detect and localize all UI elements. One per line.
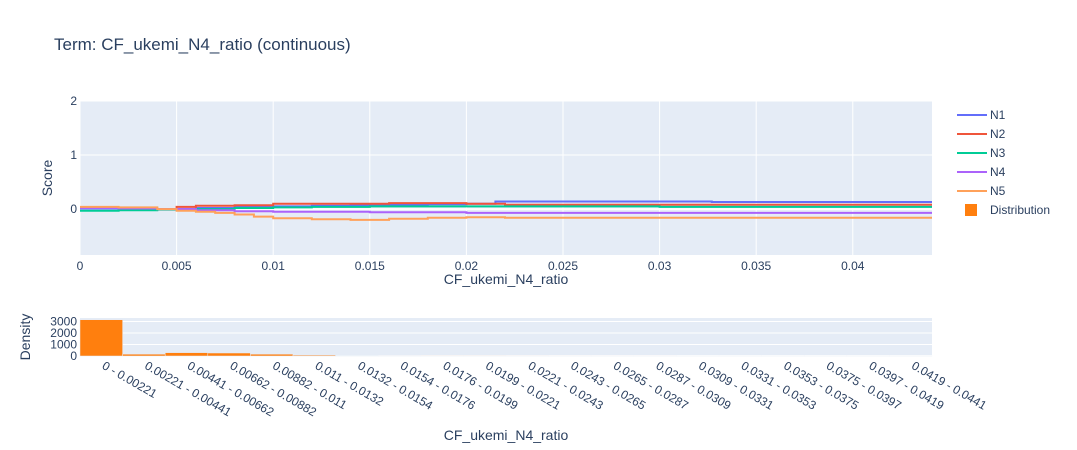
score-grid bbox=[79, 100, 932, 255]
legend-item-n4[interactable]: N4 bbox=[957, 165, 1006, 179]
density-x-axis-title: CF_ukemi_N4_ratio bbox=[444, 427, 569, 443]
density-bar bbox=[164, 352, 209, 357]
legend-label: N5 bbox=[990, 184, 1006, 198]
density-y-axis-title: Density bbox=[17, 314, 33, 361]
series-line-n3 bbox=[80, 205, 932, 212]
score-x-tick-label: 0.04 bbox=[841, 259, 865, 273]
score-plot-area bbox=[80, 101, 932, 255]
score-x-tick-labels: 0 0.005 0.01 0.015 0.02 0.025 0.03 0.035 0.04 bbox=[77, 259, 865, 273]
score-y-tick-labels: 0 1 2 bbox=[70, 94, 77, 216]
density-y-tick-label: 3000 bbox=[50, 314, 77, 328]
score-x-tick-label: 0.01 bbox=[262, 259, 286, 273]
legend-item-n1[interactable]: N1 bbox=[957, 108, 1006, 122]
score-y-tick-label: 1 bbox=[70, 148, 77, 162]
legend-label: Distribution bbox=[990, 203, 1050, 217]
legend[interactable]: N1 N2 N3 N4 N5 Distribution bbox=[957, 108, 1050, 217]
density-y-tick-label: 0 bbox=[70, 349, 77, 363]
density-y-tick-label: 2000 bbox=[50, 326, 77, 340]
legend-label: N2 bbox=[990, 127, 1006, 141]
score-x-tick-label: 0.005 bbox=[162, 259, 192, 273]
score-x-tick-label: 0.02 bbox=[455, 259, 479, 273]
legend-swatch bbox=[965, 204, 977, 216]
legend-item-distribution[interactable]: Distribution bbox=[965, 203, 1050, 217]
legend-item-n2[interactable]: N2 bbox=[957, 127, 1006, 141]
legend-label: N1 bbox=[990, 108, 1006, 122]
density-bar bbox=[292, 354, 336, 357]
density-bar bbox=[122, 353, 166, 357]
score-x-tick-label: 0.025 bbox=[548, 259, 578, 273]
legend-item-n5[interactable]: N5 bbox=[957, 184, 1006, 198]
density-bar bbox=[207, 352, 251, 357]
legend-item-n3[interactable]: N3 bbox=[957, 146, 1006, 160]
legend-label: N3 bbox=[990, 146, 1006, 160]
density-bar bbox=[250, 353, 294, 357]
density-y-tick-label: 1000 bbox=[50, 337, 77, 351]
density-bars bbox=[79, 319, 933, 357]
score-plot: 0 0.005 0.01 0.015 0.02 0.025 0.03 0.035 0.04 0 1… bbox=[39, 94, 932, 287]
legend-label: N4 bbox=[990, 165, 1006, 179]
chart-title: Term: CF_ukemi_N4_ratio (continuous) bbox=[54, 35, 351, 54]
score-x-tick-label: 0.03 bbox=[648, 259, 672, 273]
score-y-tick-label: 0 bbox=[70, 202, 77, 216]
score-x-tick-label: 0.015 bbox=[355, 259, 385, 273]
score-x-tick-label: 0.035 bbox=[741, 259, 771, 273]
density-plot-area bbox=[80, 318, 932, 356]
score-lines bbox=[80, 200, 932, 221]
score-x-tick-label: 0 bbox=[77, 259, 84, 273]
series-line-n5 bbox=[80, 205, 932, 221]
series-line-n4 bbox=[80, 207, 932, 214]
score-y-axis-title: Score bbox=[39, 160, 55, 197]
score-x-axis-title: CF_ukemi_N4_ratio bbox=[444, 271, 569, 287]
score-y-tick-label: 2 bbox=[70, 94, 77, 108]
density-bar bbox=[79, 319, 123, 357]
